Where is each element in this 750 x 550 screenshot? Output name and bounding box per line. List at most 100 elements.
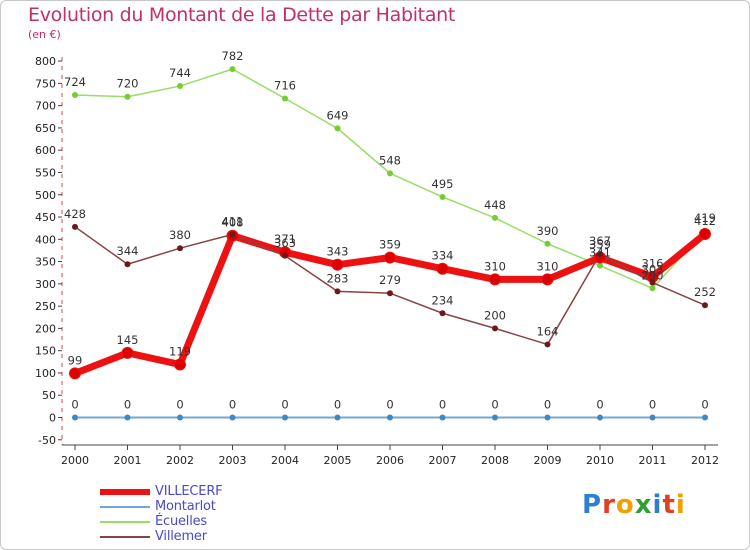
- data-point: [282, 252, 288, 259]
- logo-letter: t: [662, 490, 676, 520]
- data-label: 303: [642, 263, 664, 277]
- logo-letter: o: [615, 490, 635, 520]
- y-tick-label: 750: [35, 77, 56, 90]
- legend-label: Écuelles: [155, 514, 207, 529]
- data-label: 119: [169, 344, 191, 358]
- proxiti-logo: Proxiti: [582, 490, 686, 520]
- data-label: 200: [484, 308, 506, 322]
- x-tick-label: 2012: [691, 454, 719, 467]
- data-point: [331, 258, 344, 271]
- data-label: 548: [379, 153, 401, 167]
- data-label: 334: [432, 249, 454, 263]
- y-tick-label: 400: [35, 233, 56, 246]
- data-label: 428: [64, 207, 86, 221]
- data-label: 279: [379, 273, 401, 287]
- data-label: 0: [439, 398, 446, 412]
- data-label: 649: [327, 108, 349, 122]
- data-label: 283: [327, 271, 349, 285]
- data-point: [439, 193, 446, 200]
- data-point: [649, 414, 656, 421]
- data-point: [177, 245, 183, 252]
- data-label: 0: [596, 398, 603, 412]
- data-point: [489, 273, 501, 286]
- data-point: [124, 261, 131, 268]
- data-point: [72, 223, 78, 230]
- data-label: 359: [379, 238, 401, 252]
- data-label: 99: [68, 353, 83, 367]
- data-point: [334, 414, 341, 421]
- data-point: [72, 414, 78, 421]
- x-tick-label: 2001: [114, 454, 142, 467]
- data-label: 0: [701, 398, 708, 412]
- data-label: 0: [71, 398, 78, 412]
- y-tick-label: 650: [35, 122, 56, 135]
- data-point: [702, 302, 708, 309]
- legend-swatch: [100, 489, 150, 495]
- legend-label: Montarlot: [155, 499, 216, 514]
- data-point: [649, 279, 656, 286]
- data-label: 495: [432, 177, 454, 191]
- data-label: 448: [484, 198, 506, 212]
- data-label: 0: [229, 398, 236, 412]
- data-point: [72, 91, 78, 98]
- data-label: 344: [117, 244, 139, 258]
- logo-letter: i: [652, 490, 663, 520]
- logo-letter: x: [634, 490, 653, 520]
- data-label: 411: [222, 214, 244, 228]
- data-point: [597, 262, 603, 269]
- data-point: [544, 341, 551, 348]
- x-tick-label: 2004: [271, 454, 299, 467]
- data-label: 412: [694, 214, 716, 228]
- data-label: 716: [274, 79, 296, 93]
- data-point: [174, 358, 186, 371]
- data-label: 0: [124, 398, 131, 412]
- legend-swatch: [100, 506, 150, 508]
- data-label: 310: [484, 259, 506, 273]
- data-label: 419: [694, 211, 716, 225]
- data-label: 234: [432, 293, 454, 307]
- data-point: [699, 227, 711, 240]
- data-point: [649, 285, 656, 292]
- data-point: [492, 325, 498, 332]
- data-point: [387, 414, 393, 421]
- data-point: [229, 66, 236, 73]
- data-label: 0: [544, 398, 551, 412]
- data-label: 0: [281, 398, 288, 412]
- data-point: [597, 414, 603, 421]
- data-point: [439, 310, 446, 317]
- data-label: 0: [491, 398, 498, 412]
- data-point: [334, 288, 341, 295]
- data-point: [702, 414, 708, 421]
- y-tick-label: 250: [35, 300, 56, 313]
- data-point: [334, 125, 341, 132]
- data-label: 720: [117, 77, 139, 91]
- data-point: [439, 414, 446, 421]
- data-point: [124, 93, 131, 100]
- y-tick-label: 0: [49, 412, 56, 425]
- y-tick-label: 350: [35, 256, 56, 269]
- data-point: [544, 414, 551, 421]
- y-tick-label: 300: [35, 278, 56, 291]
- logo-letter: r: [602, 490, 616, 520]
- data-label: 145: [117, 333, 139, 347]
- data-point: [124, 414, 131, 421]
- y-tick-label: 700: [35, 100, 56, 113]
- data-label: 0: [386, 398, 393, 412]
- data-point: [541, 273, 554, 286]
- data-label: 363: [274, 236, 296, 250]
- data-point: [229, 414, 236, 421]
- data-label: 290: [642, 268, 664, 282]
- data-label: 164: [537, 324, 559, 338]
- x-tick-label: 2010: [586, 454, 614, 467]
- data-point: [544, 240, 551, 247]
- y-tick-label: 500: [35, 189, 56, 202]
- x-tick-label: 2009: [534, 454, 562, 467]
- x-tick-label: 2002: [166, 454, 194, 467]
- x-tick-label: 2007: [429, 454, 457, 467]
- legend-swatch: [100, 521, 150, 523]
- data-point: [387, 290, 393, 297]
- x-tick-label: 2008: [481, 454, 509, 467]
- y-tick-label: 100: [35, 367, 56, 380]
- data-label: 341: [589, 246, 611, 260]
